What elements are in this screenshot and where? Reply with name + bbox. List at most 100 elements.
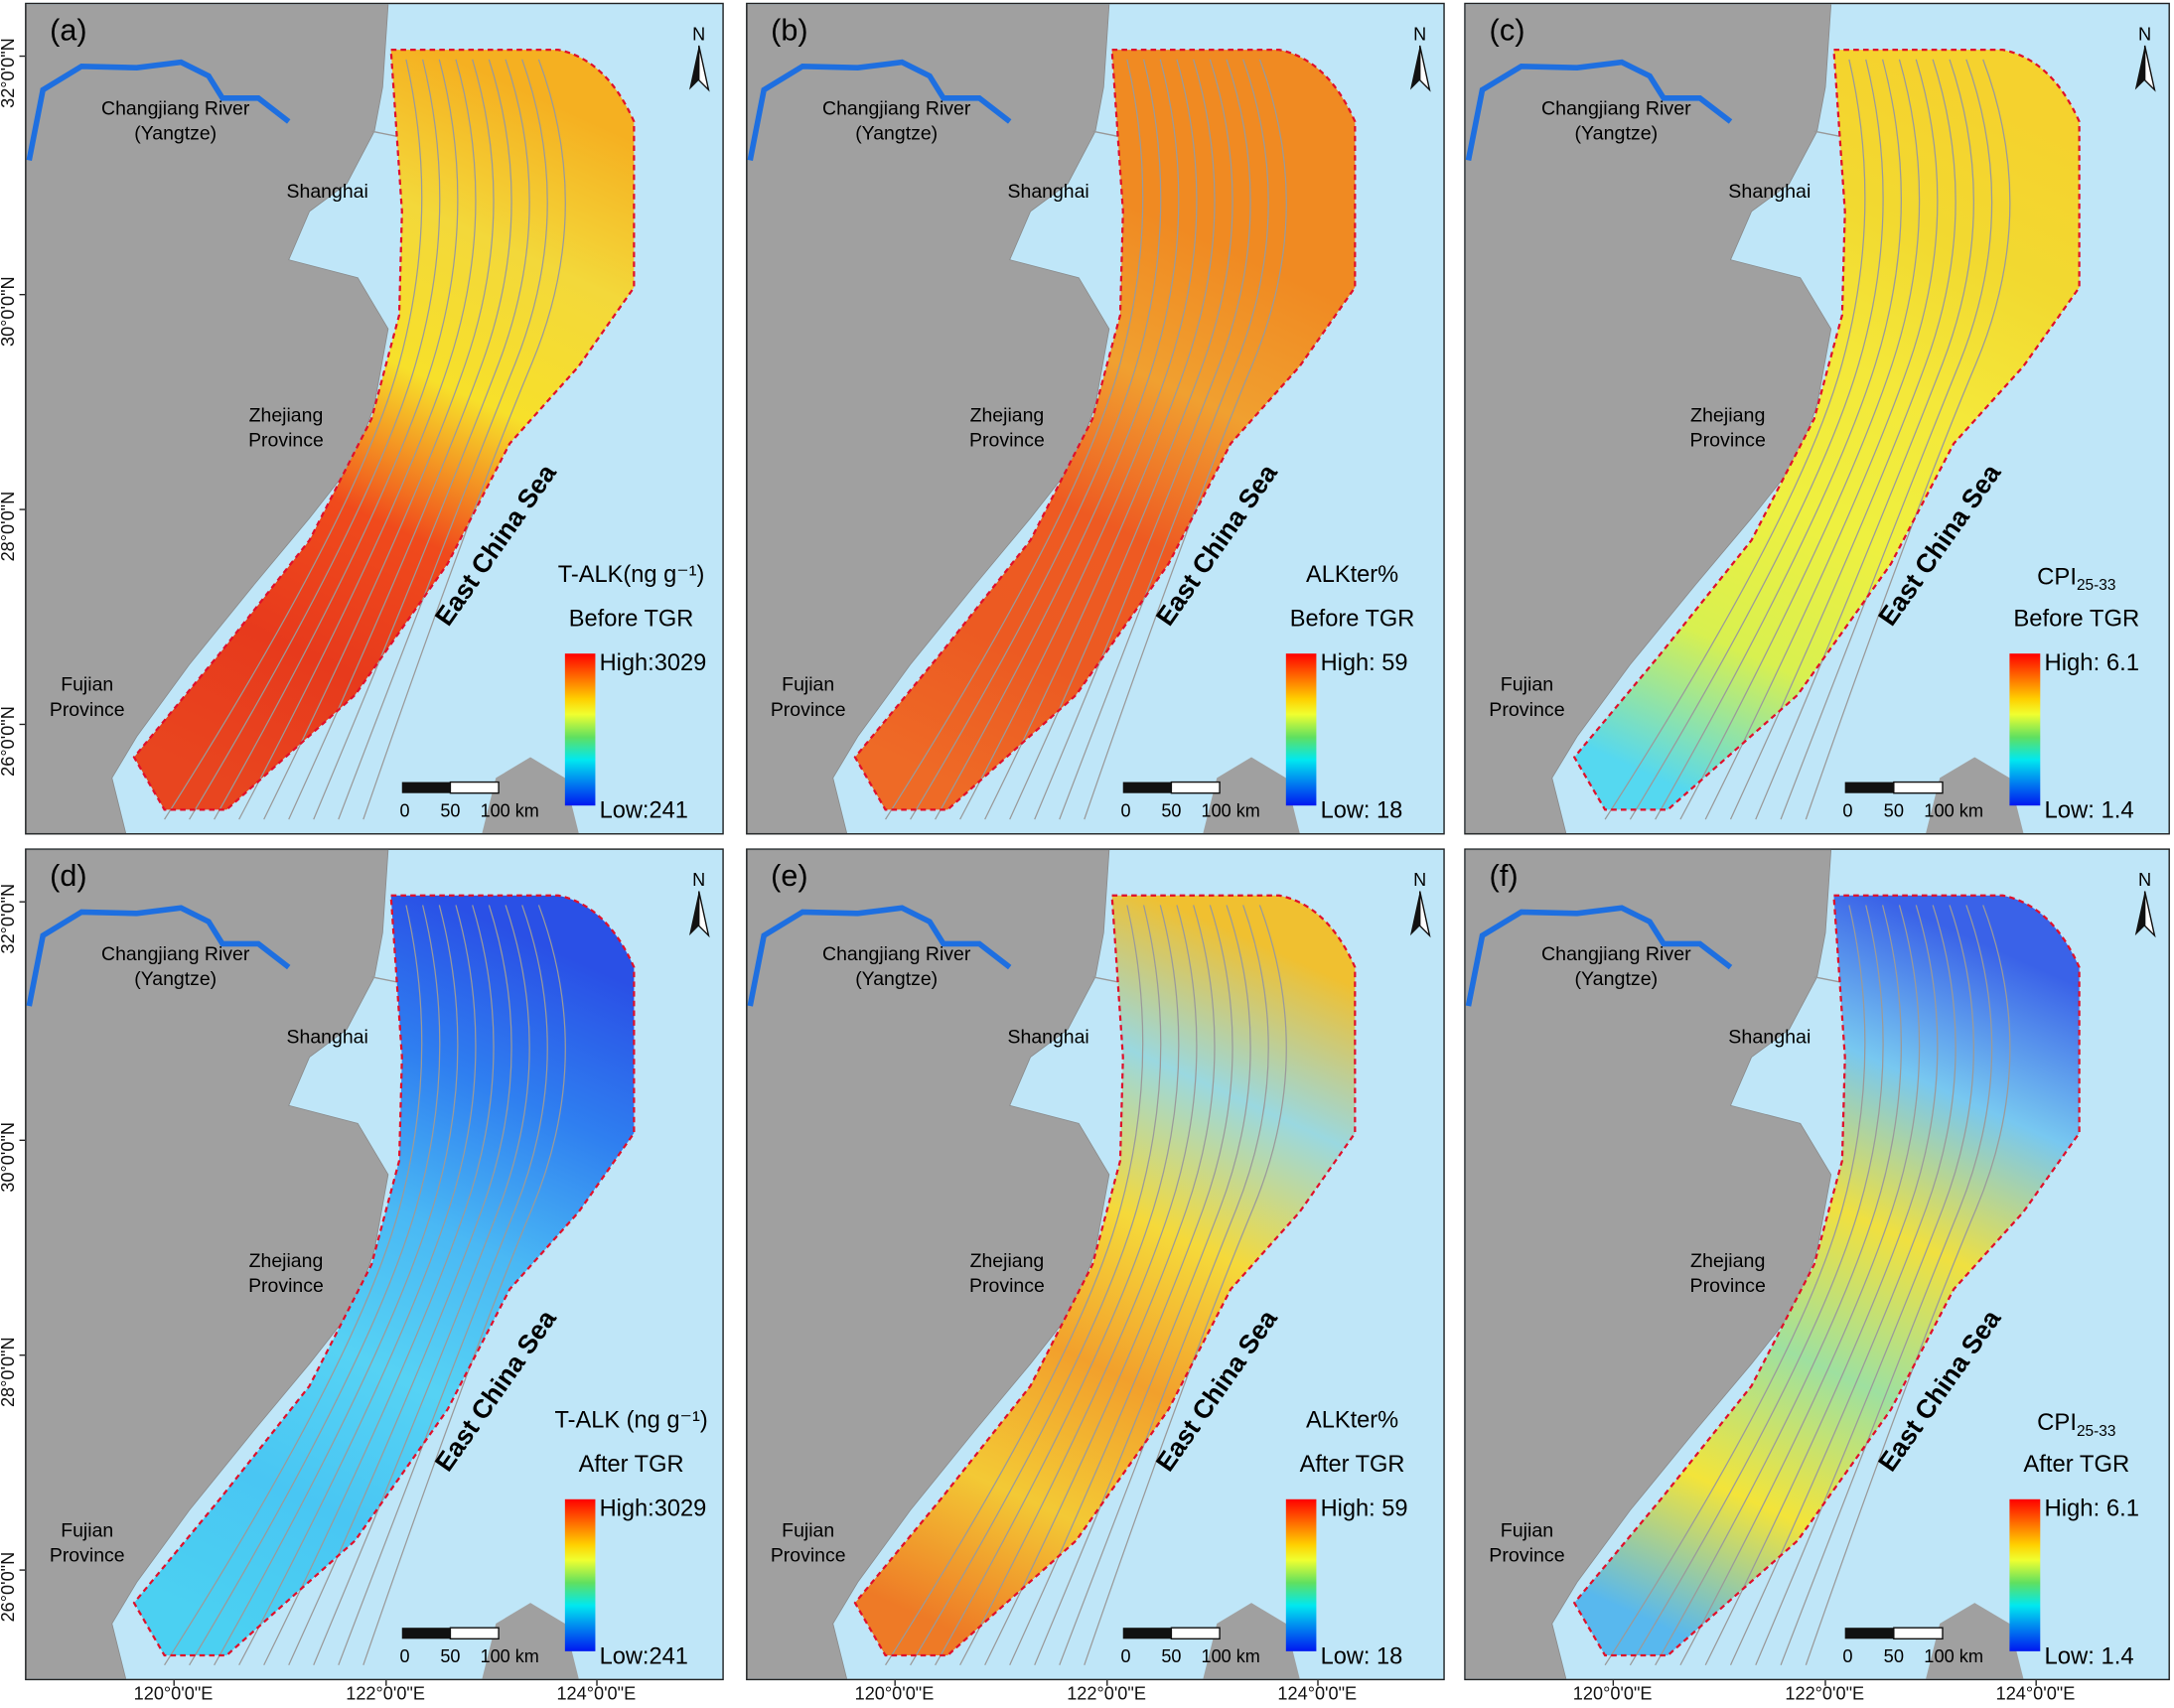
isobath-contour (164, 59, 423, 820)
province-label: Fujian (782, 674, 834, 696)
isobath-contour (189, 59, 441, 820)
map-panel: (e) Changjiang River (Yangtze) Shanghai … (746, 848, 1445, 1681)
province-label: Fujian (1501, 1519, 1554, 1541)
longitude-label: 122°0'0"E (346, 1682, 425, 1704)
study-area-boundary (1572, 894, 2081, 1657)
latitude-label: 30°0'0"N (0, 1121, 19, 1193)
map-panel: (b) Changjiang River (Yangtze) Shanghai … (746, 2, 1445, 835)
interpolated-surface (854, 895, 1356, 1656)
north-arrow-icon: N (688, 870, 710, 938)
isobath-contour (288, 905, 512, 1666)
city-label: Shanghai (287, 1027, 368, 1049)
longitude-label: 122°0'0"E (1785, 1682, 1865, 1704)
river-line (26, 59, 291, 161)
panel-label: (b) (771, 13, 807, 47)
longitude-tick (1824, 1680, 1826, 1686)
city-label: Shanghai (287, 181, 368, 203)
svg-text:50: 50 (440, 1646, 460, 1666)
province-label: Province (969, 1275, 1045, 1297)
svg-text:N: N (692, 24, 705, 44)
study-area-boundary (1572, 48, 2081, 811)
legend-high: High: 59 (1321, 1495, 1408, 1521)
isobath-contour (1704, 59, 1939, 820)
svg-text:50: 50 (1884, 1646, 1904, 1666)
isobath-contour (1084, 905, 1287, 1665)
isobath-contour (189, 905, 441, 1666)
isobath-contour (984, 905, 1216, 1666)
interpolated-surface (854, 50, 1356, 810)
province-label: Province (771, 1544, 846, 1566)
color-scale-bar (564, 653, 596, 806)
river-label: Changjiang River (1541, 98, 1691, 120)
svg-text:0: 0 (1120, 1646, 1130, 1666)
longitude-tick (1106, 1680, 1108, 1686)
isobath-contour (288, 59, 512, 820)
isobath-contour (362, 59, 566, 820)
legend-period: Before TGR (1290, 606, 1415, 632)
legend-high: High: 6.1 (2045, 649, 2140, 676)
longitude-tick (173, 1680, 175, 1686)
svg-text:0: 0 (1120, 800, 1130, 820)
longitude-label: 120°0'0"E (854, 1682, 935, 1704)
longitude-tick (2035, 1680, 2037, 1686)
isobath-contour (1059, 905, 1269, 1665)
svg-text:50: 50 (1161, 800, 1181, 820)
isobath-contour (1780, 905, 1993, 1665)
isobath-contour (362, 905, 566, 1665)
province-label: Fujian (61, 674, 113, 696)
legend-title: ALKter% (1306, 1407, 1398, 1433)
north-arrow-icon: N (2134, 24, 2156, 92)
river-line (26, 905, 291, 1007)
isobath-contour (1679, 59, 1921, 820)
color-scale-bar (2009, 653, 2041, 806)
province-label: Province (50, 1544, 125, 1566)
province-label: Province (1489, 699, 1565, 721)
isobath-contour (935, 905, 1180, 1666)
province-label: Province (1689, 1275, 1766, 1297)
svg-text:100 km: 100 km (1924, 800, 1983, 820)
land-island (1926, 1603, 2024, 1679)
isobath-contour (1629, 59, 1884, 820)
map-panel: (d) Changjiang River (Yangtze) Shanghai … (25, 848, 724, 1681)
legend-period: After TGR (1300, 1452, 1405, 1478)
province-label: Fujian (61, 1519, 113, 1541)
color-scale-bar (2009, 1498, 2041, 1651)
map-panel: (c) Changjiang River (Yangtze) Shanghai … (1464, 2, 2170, 835)
svg-text:50: 50 (1884, 800, 1904, 820)
isobath-contour (1655, 905, 1902, 1666)
panel-label: (d) (50, 859, 86, 893)
legend-high: High:3029 (600, 1495, 707, 1521)
province-label: Zhejiang (249, 404, 324, 426)
color-scale-bar (564, 1498, 596, 1651)
legend-title: T-ALK (ng g⁻¹) (554, 1407, 707, 1433)
latitude-label: 26°0'0"N (0, 1551, 19, 1623)
north-arrow-icon: N (1409, 24, 1431, 92)
river-label: Changjiang River (822, 97, 971, 119)
river-line (1465, 905, 1733, 1007)
interpolated-surface (133, 895, 635, 1656)
province-label: Province (969, 429, 1045, 451)
panel-label: (f) (1490, 858, 1519, 893)
legend-period: After TGR (2023, 1451, 2129, 1478)
map-panel: (f) Changjiang River (Yangtze) Shanghai … (1464, 848, 2170, 1681)
isobath-contour (214, 905, 459, 1666)
interpolated-surface (1574, 50, 2080, 810)
province-label: Zhejiang (970, 404, 1045, 426)
isobath-contour (1805, 905, 2011, 1665)
scale-bar: 0 50 100 km (400, 781, 539, 820)
river-sublabel: (Yangtze) (855, 968, 938, 990)
province-label: Province (248, 429, 324, 451)
north-arrow-icon: N (1409, 870, 1431, 938)
isobath-contour (1629, 905, 1884, 1666)
color-scale-bar (1285, 1498, 1317, 1651)
study-area-boundary (853, 894, 1357, 1657)
river-label: Changjiang River (1541, 943, 1691, 965)
land-island (1203, 757, 1300, 834)
isobath-contour (238, 59, 477, 820)
longitude-label: 124°0'0"E (1995, 1682, 2076, 1704)
svg-text:100 km: 100 km (481, 1646, 539, 1666)
svg-text:100 km: 100 km (1202, 800, 1260, 820)
legend-period: Before TGR (569, 606, 694, 632)
longitude-label: 122°0'0"E (1067, 1682, 1146, 1704)
